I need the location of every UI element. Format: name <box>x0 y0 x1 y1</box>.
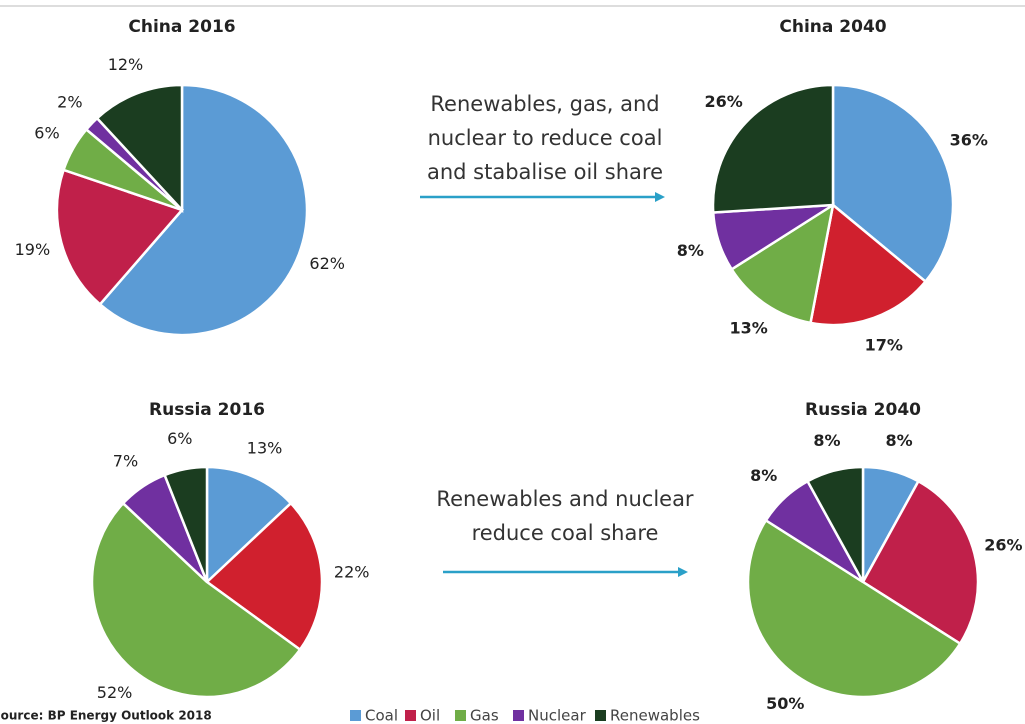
pie-slice <box>805 465 865 583</box>
legend-swatch <box>405 710 416 721</box>
pie-slice <box>809 202 928 327</box>
data-label: 6% <box>34 123 59 142</box>
annotation: Renewables and nuclear <box>436 487 694 511</box>
data-label: 22% <box>334 562 370 581</box>
pie-slice <box>98 83 309 337</box>
annotation: and stabalise oil share <box>427 160 663 184</box>
legend-label: Renewables <box>610 707 700 724</box>
pie-slice <box>729 202 835 325</box>
annotation: nuclear to reduce coal <box>428 126 663 150</box>
data-label: 2% <box>57 92 82 111</box>
legend-swatch <box>513 710 524 721</box>
data-label: 8% <box>750 466 777 485</box>
data-label: 52% <box>97 683 133 702</box>
pie-slice <box>746 518 962 699</box>
legend-label: Nuclear <box>528 707 587 724</box>
pie-slice <box>831 83 955 284</box>
legend-label: Oil <box>420 707 440 724</box>
data-label: 7% <box>113 452 138 471</box>
legend-swatch <box>595 710 606 721</box>
data-label: 36% <box>950 131 988 150</box>
data-label: 8% <box>813 431 840 450</box>
legend-label: Coal <box>365 707 398 724</box>
data-label: 19% <box>15 240 51 259</box>
pie-slice <box>205 501 324 652</box>
legend-label: Gas <box>470 707 499 724</box>
data-label: 62% <box>309 254 345 273</box>
data-label: 12% <box>108 55 144 74</box>
data-label: 6% <box>167 429 192 448</box>
pie-slice <box>205 465 293 585</box>
pie-slice <box>711 83 835 214</box>
annotation: Renewables, gas, and <box>430 92 659 116</box>
chart-title: Russia 2040 <box>805 400 921 420</box>
pie-slice <box>861 479 980 646</box>
legend-swatch <box>455 710 466 721</box>
legend-swatch <box>350 710 361 721</box>
data-label: 8% <box>885 431 912 450</box>
annotation: reduce coal share <box>472 521 659 545</box>
data-label: 8% <box>677 241 704 260</box>
data-label: 26% <box>984 535 1022 554</box>
pie-slice <box>95 83 184 214</box>
pie-slice <box>55 168 185 307</box>
data-label: 13% <box>247 438 283 457</box>
data-label: 26% <box>705 92 743 111</box>
arrow-head <box>678 567 688 577</box>
arrow-head <box>655 192 665 202</box>
chart-title: Russia 2016 <box>149 400 265 420</box>
pie-slice <box>90 501 302 699</box>
data-label: 17% <box>865 336 903 355</box>
pie-slice <box>163 465 209 583</box>
chart-title: China 2016 <box>128 17 235 37</box>
data-label: 50% <box>766 694 804 713</box>
source: Source: BP Energy Outlook 2018 <box>0 709 212 723</box>
chart-title: China 2040 <box>779 17 886 37</box>
data-label: 13% <box>730 319 768 338</box>
